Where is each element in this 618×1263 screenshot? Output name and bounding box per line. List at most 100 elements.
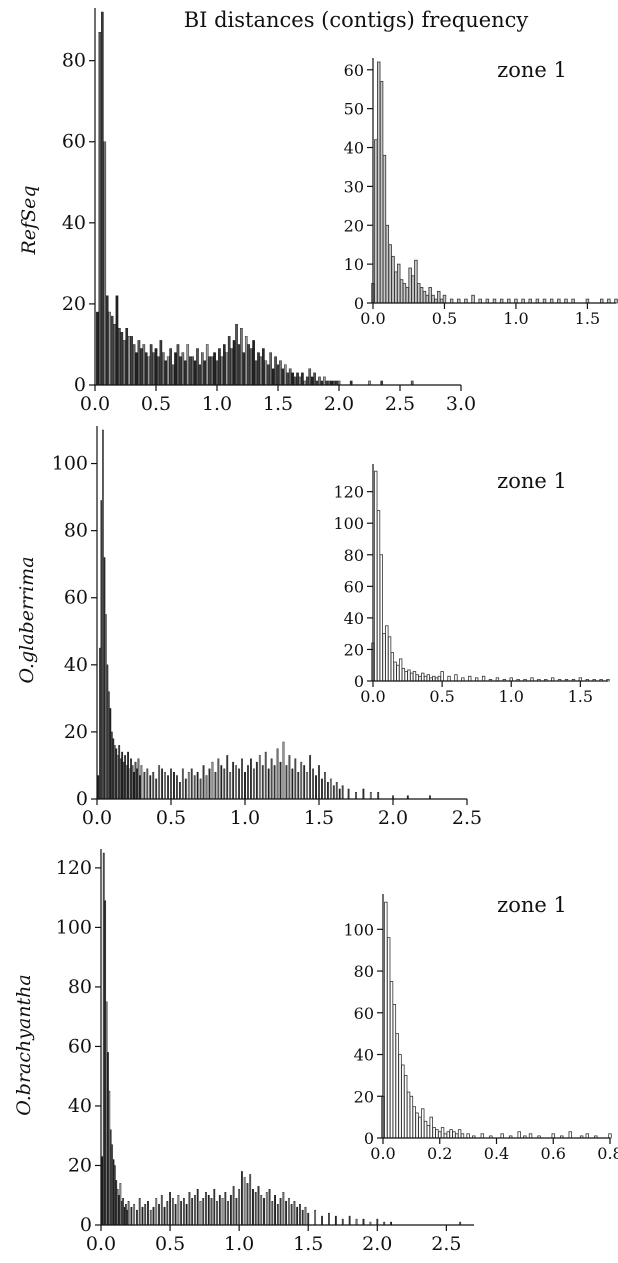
histogram-bar bbox=[440, 1127, 445, 1139]
histogram-bar bbox=[377, 792, 380, 800]
y-axis-label: O.glaberrima bbox=[16, 556, 38, 683]
histogram-bar bbox=[290, 1203, 293, 1226]
histogram-bar bbox=[196, 771, 199, 800]
y-tick-label: 60 bbox=[64, 587, 88, 609]
histogram-bar bbox=[324, 771, 326, 800]
histogram-bar bbox=[389, 981, 394, 1139]
histogram-bar bbox=[260, 1195, 263, 1226]
histogram-bar bbox=[466, 1133, 470, 1139]
histogram-bar bbox=[152, 1206, 155, 1226]
histogram-bar bbox=[241, 758, 243, 800]
histogram-bar bbox=[452, 1131, 456, 1139]
histogram-bar bbox=[143, 771, 146, 800]
histogram-bar bbox=[127, 751, 129, 800]
histogram-bar bbox=[310, 376, 314, 386]
y-tick-label: 20 bbox=[68, 1154, 92, 1176]
histogram-bar bbox=[414, 259, 418, 304]
histogram-bar bbox=[109, 708, 112, 800]
histogram-bar bbox=[388, 244, 392, 304]
histogram-bar bbox=[176, 344, 180, 386]
histogram-bar bbox=[321, 778, 323, 800]
histogram-bar bbox=[585, 1133, 589, 1139]
y-axis-label: O.brachyantha bbox=[13, 974, 35, 1115]
histogram-bar bbox=[199, 1200, 202, 1226]
histogram-bar bbox=[355, 1218, 358, 1226]
histogram-bar bbox=[460, 1133, 465, 1139]
histogram-bar bbox=[149, 344, 153, 386]
y-tick-label: 0 bbox=[354, 294, 364, 313]
obrachyantha-zone1-inset-chart: 0.0 0.2 0.4 0.6 0.8 0 20 40 60 80 100 zone 1 bbox=[343, 893, 618, 1163]
histogram-bar bbox=[379, 81, 384, 304]
histogram-bar bbox=[385, 625, 389, 682]
histogram-bar bbox=[329, 778, 332, 800]
histogram-bar bbox=[144, 352, 148, 386]
histogram-bar bbox=[170, 768, 172, 800]
histogram-bar bbox=[252, 340, 255, 386]
histogram-bar bbox=[96, 311, 99, 386]
histogram-bar bbox=[158, 1203, 160, 1226]
histogram-bar bbox=[404, 671, 408, 682]
histogram-bar bbox=[332, 785, 335, 800]
histogram-bar bbox=[208, 356, 211, 386]
histogram-bar bbox=[217, 758, 220, 800]
x-tick-label: 1.5 bbox=[304, 807, 334, 829]
x-tick-label: 0.2 bbox=[427, 1144, 452, 1163]
histogram-bar bbox=[332, 380, 336, 386]
x-tick-label: 0.5 bbox=[155, 1233, 185, 1255]
histogram-bar bbox=[318, 376, 321, 386]
histogram-bar bbox=[309, 755, 312, 800]
histogram-bar bbox=[220, 765, 223, 800]
refseq-zone1-inset-chart: 0.0 0.5 1.0 1.5 0 10 20 30 40 50 60 zone 1 bbox=[344, 58, 618, 328]
histogram-bar bbox=[134, 761, 137, 800]
histogram-bar bbox=[265, 1192, 268, 1226]
y-tick-label: 40 bbox=[62, 212, 86, 234]
y-tick-label: 60 bbox=[344, 577, 364, 596]
y-tick-label: 80 bbox=[62, 50, 86, 72]
x-tick-label: 0.5 bbox=[429, 687, 454, 706]
histogram-bar bbox=[223, 768, 226, 800]
x-tick-label: 0.4 bbox=[484, 1144, 509, 1163]
histogram-bar bbox=[347, 788, 350, 800]
histogram-bar bbox=[254, 360, 258, 386]
histogram-bar bbox=[225, 352, 229, 386]
histogram-bar bbox=[296, 1206, 299, 1226]
histogram-bar bbox=[402, 283, 407, 304]
histogram-bar bbox=[257, 352, 260, 386]
histogram-bar bbox=[376, 61, 381, 304]
histogram-bar bbox=[202, 765, 205, 800]
histogram-bar bbox=[384, 901, 388, 1139]
histogram-bar bbox=[176, 775, 178, 800]
histogram-bar bbox=[152, 771, 155, 800]
histogram-bar bbox=[274, 356, 277, 386]
histogram-bar bbox=[232, 340, 236, 386]
histogram-bar bbox=[270, 758, 273, 800]
histogram-bar bbox=[227, 1200, 229, 1226]
x-tick-label: 0.0 bbox=[370, 1144, 395, 1163]
histogram-bar bbox=[286, 372, 290, 386]
histogram-bar bbox=[392, 1004, 397, 1139]
histogram-bar bbox=[99, 647, 101, 800]
histogram-bar bbox=[190, 768, 193, 800]
x-tick-label: 2.5 bbox=[452, 807, 482, 829]
histogram-bar bbox=[274, 1195, 276, 1226]
histogram-bar bbox=[415, 674, 419, 682]
histogram-bar bbox=[407, 669, 411, 682]
histogram-bar bbox=[244, 336, 248, 386]
histogram-bar bbox=[528, 1133, 533, 1139]
histogram-bar bbox=[429, 1116, 433, 1139]
histogram-bar bbox=[348, 1215, 351, 1226]
histogram-bar bbox=[160, 1195, 163, 1226]
histogram-bar bbox=[157, 356, 160, 386]
histogram-bar bbox=[103, 557, 106, 800]
histogram-bar bbox=[437, 290, 441, 304]
histogram-bar bbox=[423, 675, 428, 682]
histogram-bar bbox=[417, 283, 421, 304]
histogram-bar bbox=[171, 1198, 174, 1226]
histogram-bar bbox=[437, 675, 442, 682]
histogram-bar bbox=[447, 675, 451, 682]
histogram-bar bbox=[288, 368, 292, 386]
histogram-bar bbox=[235, 765, 238, 800]
histogram-bar bbox=[299, 1203, 301, 1226]
x-tick-label: 0.8 bbox=[597, 1144, 618, 1163]
histogram-bar bbox=[205, 344, 209, 386]
